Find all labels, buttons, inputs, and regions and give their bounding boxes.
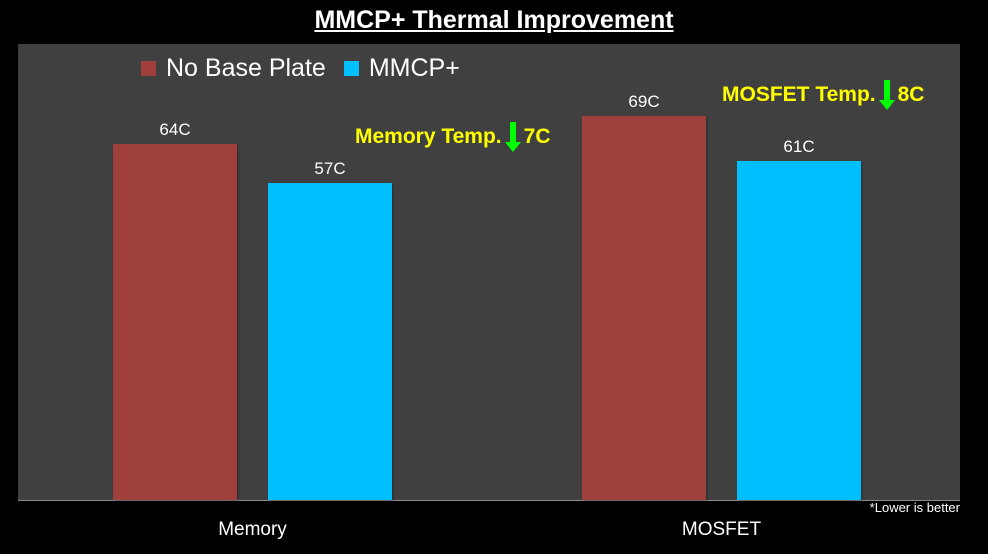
annotation-mosfet: MOSFET Temp. 8C xyxy=(722,80,924,110)
bar-mosfet-mmcp xyxy=(737,160,861,500)
legend-item-mmcp: MMCP+ xyxy=(343,54,460,83)
bar-memory-no-base-plate xyxy=(113,144,237,500)
green-down-arrow-icon xyxy=(504,122,521,152)
legend-swatch-mmcp xyxy=(343,61,359,76)
annotation-mosfet-value: 8C xyxy=(897,83,925,106)
footnote: *Lower is better xyxy=(869,500,960,515)
legend: No Base Plate MMCP+ xyxy=(141,54,478,83)
x-tick-memory: Memory xyxy=(218,519,287,540)
bar-memory-mmcp xyxy=(268,183,392,500)
legend-swatch-no-base-plate xyxy=(141,61,156,76)
annotation-memory-value: 7C xyxy=(523,125,551,148)
annotation-memory: Memory Temp. 7C xyxy=(355,122,551,152)
legend-item-no-base-plate: No Base Plate xyxy=(141,54,326,83)
x-axis-line xyxy=(18,500,960,501)
chart-title: MMCP+ Thermal Improvement xyxy=(314,6,674,34)
data-label-mosfet-no-base-plate: 69C xyxy=(628,92,660,112)
green-down-arrow-icon xyxy=(878,80,895,110)
annotation-mosfet-text: MOSFET Temp. xyxy=(722,83,876,106)
bar-mosfet-no-base-plate xyxy=(582,116,706,500)
data-label-memory-no-base-plate: 64C xyxy=(159,120,191,140)
legend-label-no-base-plate: No Base Plate xyxy=(166,54,326,82)
annotation-memory-text: Memory Temp. xyxy=(355,125,502,148)
legend-label-mmcp: MMCP+ xyxy=(368,54,460,82)
data-label-memory-mmcp: 57C xyxy=(314,159,346,179)
data-label-mosfet-mmcp: 61C xyxy=(783,136,815,156)
x-tick-mosfet: MOSFET xyxy=(681,519,762,540)
